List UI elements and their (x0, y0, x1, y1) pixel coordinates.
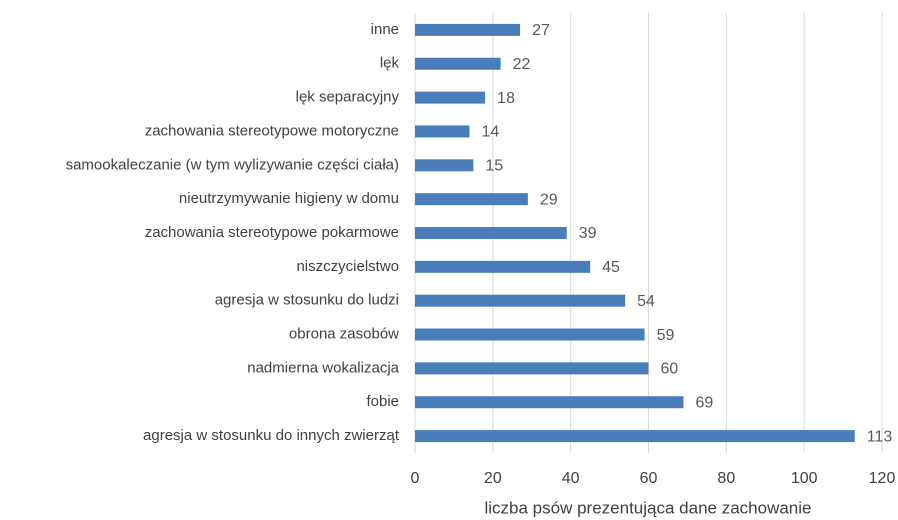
x-tick-label: 20 (484, 470, 502, 487)
y-tick-label: fobie (366, 393, 399, 410)
y-tick-label: samookaleczanie (w tym wylizywanie częśc… (66, 156, 399, 173)
y-tick-label: zachowania stereotypowe pokarmowe (145, 224, 399, 241)
y-tick-label: lęk (380, 55, 400, 72)
x-tick-label: 120 (869, 470, 896, 487)
data-label: 14 (481, 124, 499, 141)
y-tick-label: agresja w stosunku do ludzi (215, 292, 399, 309)
x-tick-label: 60 (640, 470, 658, 487)
x-tick-label: 40 (562, 470, 580, 487)
x-tick-label: 80 (717, 470, 735, 487)
data-label: 54 (637, 293, 655, 310)
data-label: 113 (867, 428, 893, 445)
bar (415, 362, 649, 375)
data-label: 39 (579, 225, 597, 242)
data-label: 18 (497, 90, 515, 107)
bar (415, 125, 470, 138)
data-label: 15 (485, 158, 503, 175)
y-tick-label: nieutrzymywanie higieny w domu (179, 190, 399, 207)
bar (415, 227, 567, 239)
bar (415, 193, 528, 206)
data-label: 60 (661, 361, 679, 378)
y-tick-label: nadmierna wokalizacja (247, 359, 399, 376)
x-tick-label: 0 (411, 470, 420, 487)
y-tick-label: agresja w stosunku do innych zwierząt (143, 427, 400, 444)
bar (415, 57, 501, 70)
y-tick-label: inne (371, 21, 399, 38)
bar (415, 23, 521, 36)
data-label: 69 (696, 394, 714, 411)
y-tick-label: lęk separacyjny (296, 89, 400, 106)
y-tick-label: niszczycielstwo (296, 258, 399, 275)
data-label: 22 (513, 56, 531, 73)
bar (415, 91, 486, 104)
bar (415, 159, 474, 172)
bar (415, 328, 645, 341)
data-label: 29 (540, 191, 558, 208)
data-label: 27 (532, 22, 550, 39)
y-tick-label: zachowania stereotypowe motoryczne (145, 122, 399, 139)
bar (415, 294, 626, 307)
x-tick-label: 100 (791, 470, 818, 487)
x-axis-title: liczba psów prezentująca dane zachowanie (485, 498, 812, 517)
data-label: 45 (602, 259, 620, 276)
bar (415, 396, 684, 409)
y-tick-label: obrona zasobów (289, 326, 399, 343)
bar (415, 430, 855, 443)
data-label: 59 (657, 327, 675, 344)
bar (415, 260, 591, 273)
